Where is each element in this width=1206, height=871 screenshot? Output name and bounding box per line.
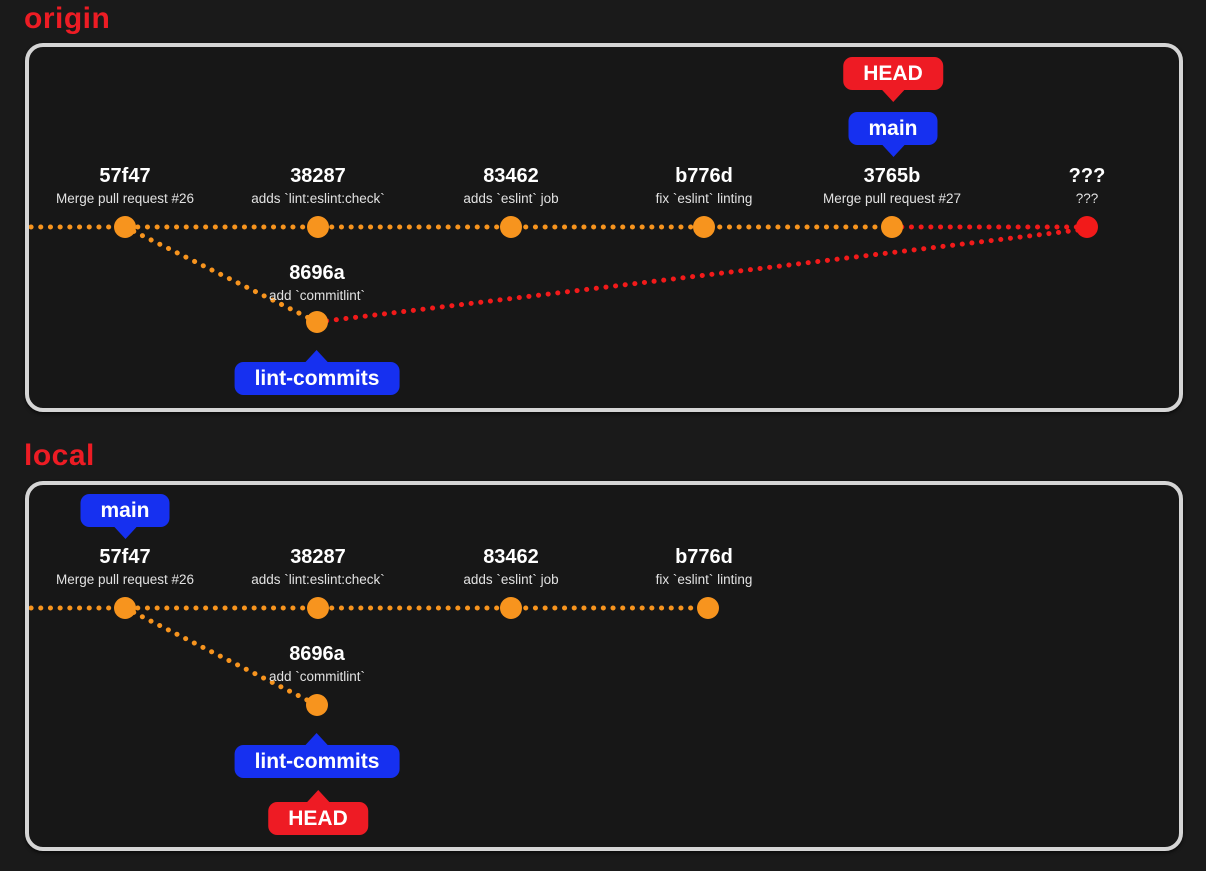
origin-graph-box: HEAD main lint-commits 57f47 Merge pull … [25, 43, 1183, 412]
commit-hash: ??? [1068, 165, 1106, 187]
commit-label-83462: 83462 adds `eslint` job [381, 545, 641, 588]
commit-hash: 38287 [290, 546, 346, 568]
commit-hash: 38287 [290, 165, 346, 187]
commit-label-57f47: 57f47 Merge pull request #26 [0, 545, 255, 588]
commit-dot-57f47 [114, 597, 136, 619]
commit-hash: 83462 [483, 546, 539, 568]
commit-dot-83462 [500, 597, 522, 619]
commit-desc: fix `eslint` linting [655, 191, 753, 206]
commit-label-38287: 38287 adds `lint:eslint:check` [188, 164, 448, 207]
commit-dot-8696a [306, 694, 328, 716]
commit-label-8696a: 8696a add `commitlint` [187, 642, 447, 685]
commit-desc: ??? [1075, 191, 1099, 206]
commit-hash: 57f47 [99, 546, 151, 568]
commit-hash: 8696a [289, 262, 345, 284]
origin-main-tag: main [848, 112, 938, 145]
commit-desc: adds `lint:eslint:check` [251, 572, 385, 587]
commit-dot-3765b [881, 216, 903, 238]
commit-desc: add `commitlint` [268, 669, 366, 684]
commit-desc: adds `lint:eslint:check` [251, 191, 385, 206]
commit-dot-unknown [1076, 216, 1098, 238]
local-branch-tag: lint-commits [234, 745, 400, 778]
commit-dot-b776d [693, 216, 715, 238]
commit-hash: 3765b [863, 165, 921, 187]
commit-hash: b776d [675, 546, 733, 568]
local-head-tag: HEAD [268, 802, 368, 835]
commit-label-3765b: 3765b Merge pull request #27 [762, 164, 1022, 207]
commit-desc: Merge pull request #26 [55, 572, 195, 587]
commit-label-38287: 38287 adds `lint:eslint:check` [188, 545, 448, 588]
commit-desc: add `commitlint` [268, 288, 366, 303]
commit-hash: b776d [675, 165, 733, 187]
commit-dot-83462 [500, 216, 522, 238]
commit-dot-38287 [307, 216, 329, 238]
commit-desc: Merge pull request #27 [822, 191, 962, 206]
commit-label-83462: 83462 adds `eslint` job [381, 164, 641, 207]
commit-label-b776d: b776d fix `eslint` linting [574, 545, 834, 588]
commit-dot-38287 [307, 597, 329, 619]
commit-hash: 57f47 [99, 165, 151, 187]
local-graph-lines [29, 605, 707, 708]
commit-dot-57f47 [114, 216, 136, 238]
commit-desc: adds `eslint` job [463, 572, 559, 587]
origin-branch-line [122, 224, 320, 325]
commit-desc: Merge pull request #26 [55, 191, 195, 206]
origin-branch-tag: lint-commits [234, 362, 400, 395]
commit-desc: adds `eslint` job [463, 191, 559, 206]
commit-hash: 8696a [289, 643, 345, 665]
commit-label-b776d: b776d fix `eslint` linting [574, 164, 834, 207]
origin-head-tag: HEAD [843, 57, 943, 90]
commit-dot-8696a [306, 311, 328, 333]
commit-label-8696a: 8696a add `commitlint` [187, 261, 447, 304]
origin-graph-lines [29, 224, 1090, 325]
commit-dot-b776d [697, 597, 719, 619]
origin-branch-merge-line [314, 226, 1090, 325]
local-branch-line [122, 605, 320, 708]
local-graph-box: main lint-commits HEAD 57f47 Merge pull … [25, 481, 1183, 851]
commit-hash: 83462 [483, 165, 539, 187]
commit-desc: fix `eslint` linting [655, 572, 753, 587]
commit-label-57f47: 57f47 Merge pull request #26 [0, 164, 255, 207]
local-section-label: local [24, 439, 95, 472]
commit-label-unknown: ??? ??? [957, 164, 1206, 207]
local-main-tag: main [80, 494, 170, 527]
origin-section-label: origin [24, 2, 111, 35]
